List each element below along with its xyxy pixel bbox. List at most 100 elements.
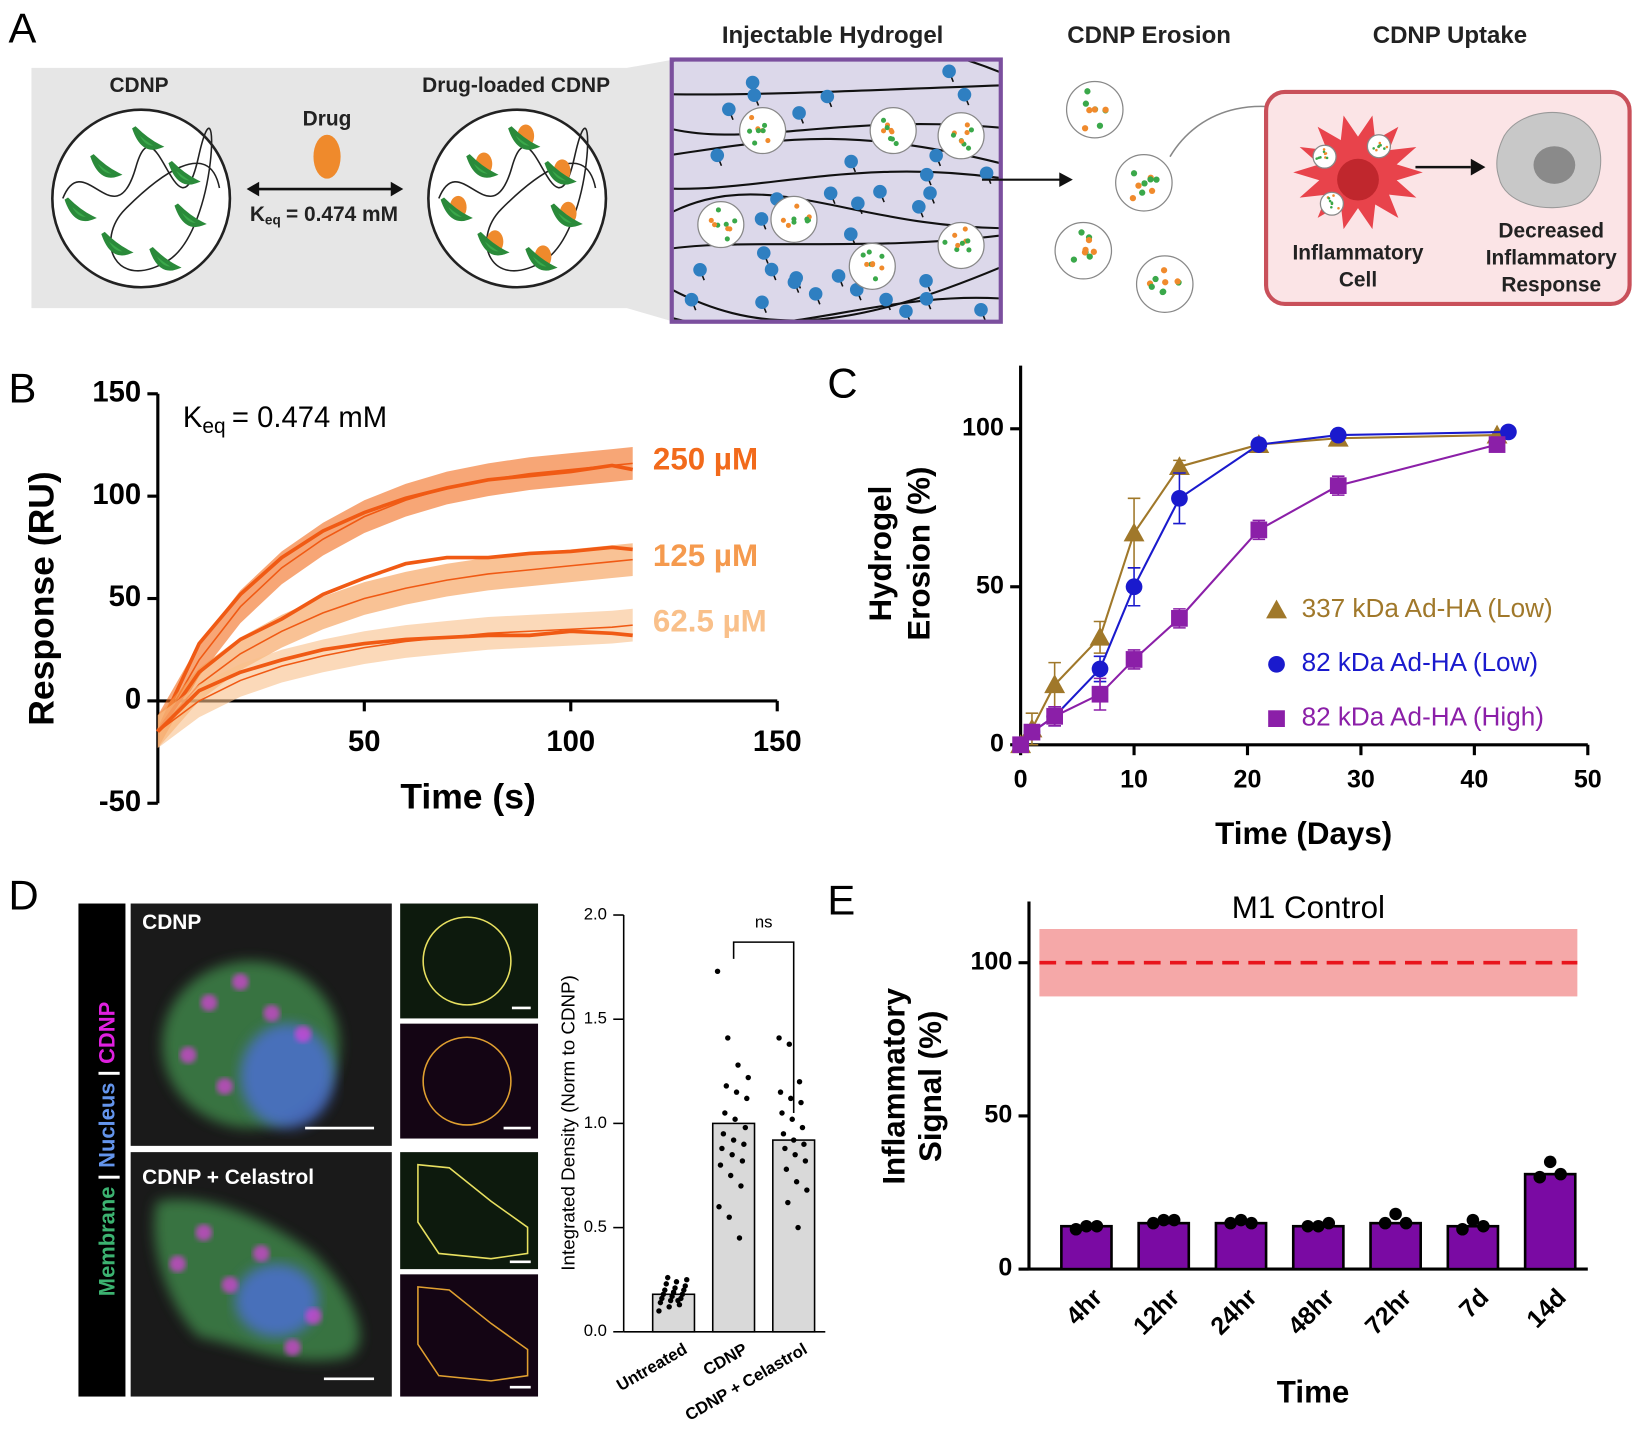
- data-point: [780, 1131, 787, 1137]
- polymer-chain: [673, 170, 999, 190]
- y-axis-label: Erosion (%): [902, 467, 937, 641]
- panel-label: B: [8, 365, 36, 412]
- adamantane: [693, 262, 707, 277]
- data-point: [717, 1162, 724, 1168]
- adamantane: [919, 274, 933, 288]
- annotation-part: K: [183, 402, 203, 434]
- adamantane: [912, 200, 926, 214]
- payload: [952, 232, 958, 238]
- payload: [1377, 145, 1380, 148]
- data-point: [676, 1301, 683, 1308]
- series-label: 125 µM: [653, 538, 758, 573]
- payload: [964, 122, 970, 128]
- y-axis-label: Inflammatory: [877, 987, 912, 1184]
- adamantane: [979, 166, 994, 181]
- adamantane: [745, 75, 760, 90]
- data-point: [660, 1291, 667, 1297]
- bar: [1214, 1221, 1268, 1271]
- data-point: [799, 1124, 806, 1131]
- polymer: [438, 127, 597, 272]
- data-point: [796, 1079, 803, 1085]
- channel: CDNP: [95, 1002, 120, 1064]
- marker: [1171, 489, 1188, 507]
- payload: [1330, 205, 1333, 209]
- data-point: [1322, 1216, 1336, 1230]
- cdnp-spot: [231, 973, 249, 991]
- payload: [1090, 248, 1097, 255]
- scale-bars: [305, 1006, 531, 1389]
- payload: [942, 239, 948, 245]
- cdnp-spot: [200, 994, 218, 1012]
- marker: [1125, 578, 1143, 596]
- adamantane: [710, 148, 725, 163]
- marker: [1329, 426, 1347, 444]
- fit-band: [157, 608, 633, 748]
- adamantane: [722, 102, 736, 117]
- payload: [1153, 176, 1160, 183]
- payload: [1372, 147, 1375, 150]
- adamantane: [747, 88, 762, 102]
- series-label: 62.5 µM: [653, 603, 767, 638]
- x-tick-label: 14d: [1521, 1283, 1571, 1333]
- adamantane: [929, 148, 943, 163]
- payload: [780, 217, 786, 223]
- outline: [417, 1286, 529, 1382]
- payload: [1159, 288, 1166, 296]
- payload: [1148, 187, 1156, 195]
- payload: [1322, 150, 1326, 154]
- label: CDNP Uptake: [1373, 22, 1527, 49]
- rest: = 0.474 mM: [286, 203, 398, 226]
- payload: [1327, 197, 1331, 200]
- data-point: [793, 1179, 800, 1185]
- x-tick-label: 4hr: [1061, 1283, 1109, 1331]
- payload: [1070, 256, 1078, 263]
- payload: [765, 137, 771, 144]
- data-point: [802, 1158, 809, 1164]
- y-tick-label: 50: [109, 581, 142, 613]
- data-point: [804, 1187, 810, 1193]
- fit-line: [157, 462, 633, 732]
- significance-label: ns: [755, 913, 773, 932]
- data-point: [1224, 1216, 1237, 1230]
- bar: [1291, 1224, 1345, 1271]
- data-point: [738, 1183, 744, 1189]
- data-point: [1543, 1155, 1557, 1169]
- cdnp-spot: [252, 1245, 270, 1262]
- panel-labels: A B C D E: [8, 4, 857, 923]
- data-point: [716, 1204, 722, 1210]
- payload: [1147, 176, 1154, 183]
- data-point: [1167, 1213, 1181, 1227]
- data-line: [156, 629, 633, 733]
- adamantane: [899, 304, 913, 319]
- payload: [1325, 156, 1329, 160]
- annotation-part: = 0.474 mM: [232, 402, 387, 434]
- data-point: [656, 1308, 662, 1314]
- cdnp-spot: [216, 1077, 234, 1095]
- payload: [1085, 236, 1093, 244]
- outline: [417, 1163, 529, 1260]
- payload: [761, 122, 768, 129]
- channel-legend: Membrane | Nucleus | CDNP: [95, 1002, 120, 1296]
- k: K: [250, 203, 265, 226]
- payload: [893, 140, 899, 147]
- data-point: [675, 1297, 681, 1304]
- payload: [732, 218, 738, 224]
- data-point: [720, 1131, 727, 1137]
- x-tick-label: 20: [1234, 766, 1262, 794]
- data-point: [744, 1095, 750, 1102]
- bar: [1446, 1224, 1500, 1271]
- marker: [1329, 477, 1347, 495]
- data-point: [682, 1283, 688, 1289]
- nucleus: [1533, 146, 1576, 184]
- payload: [747, 128, 753, 134]
- bar: [1523, 1172, 1577, 1271]
- data-point: [1312, 1219, 1325, 1233]
- payload: [755, 128, 761, 134]
- legend-label: 82 kDa Ad-HA (Low): [1302, 647, 1539, 677]
- label: Decreased: [1498, 219, 1604, 242]
- outline: [422, 916, 512, 1006]
- y-axis-label: Signal (%): [913, 1011, 948, 1162]
- cyclodextrin: [466, 154, 499, 178]
- payload: [887, 136, 894, 142]
- adamantane: [919, 167, 934, 182]
